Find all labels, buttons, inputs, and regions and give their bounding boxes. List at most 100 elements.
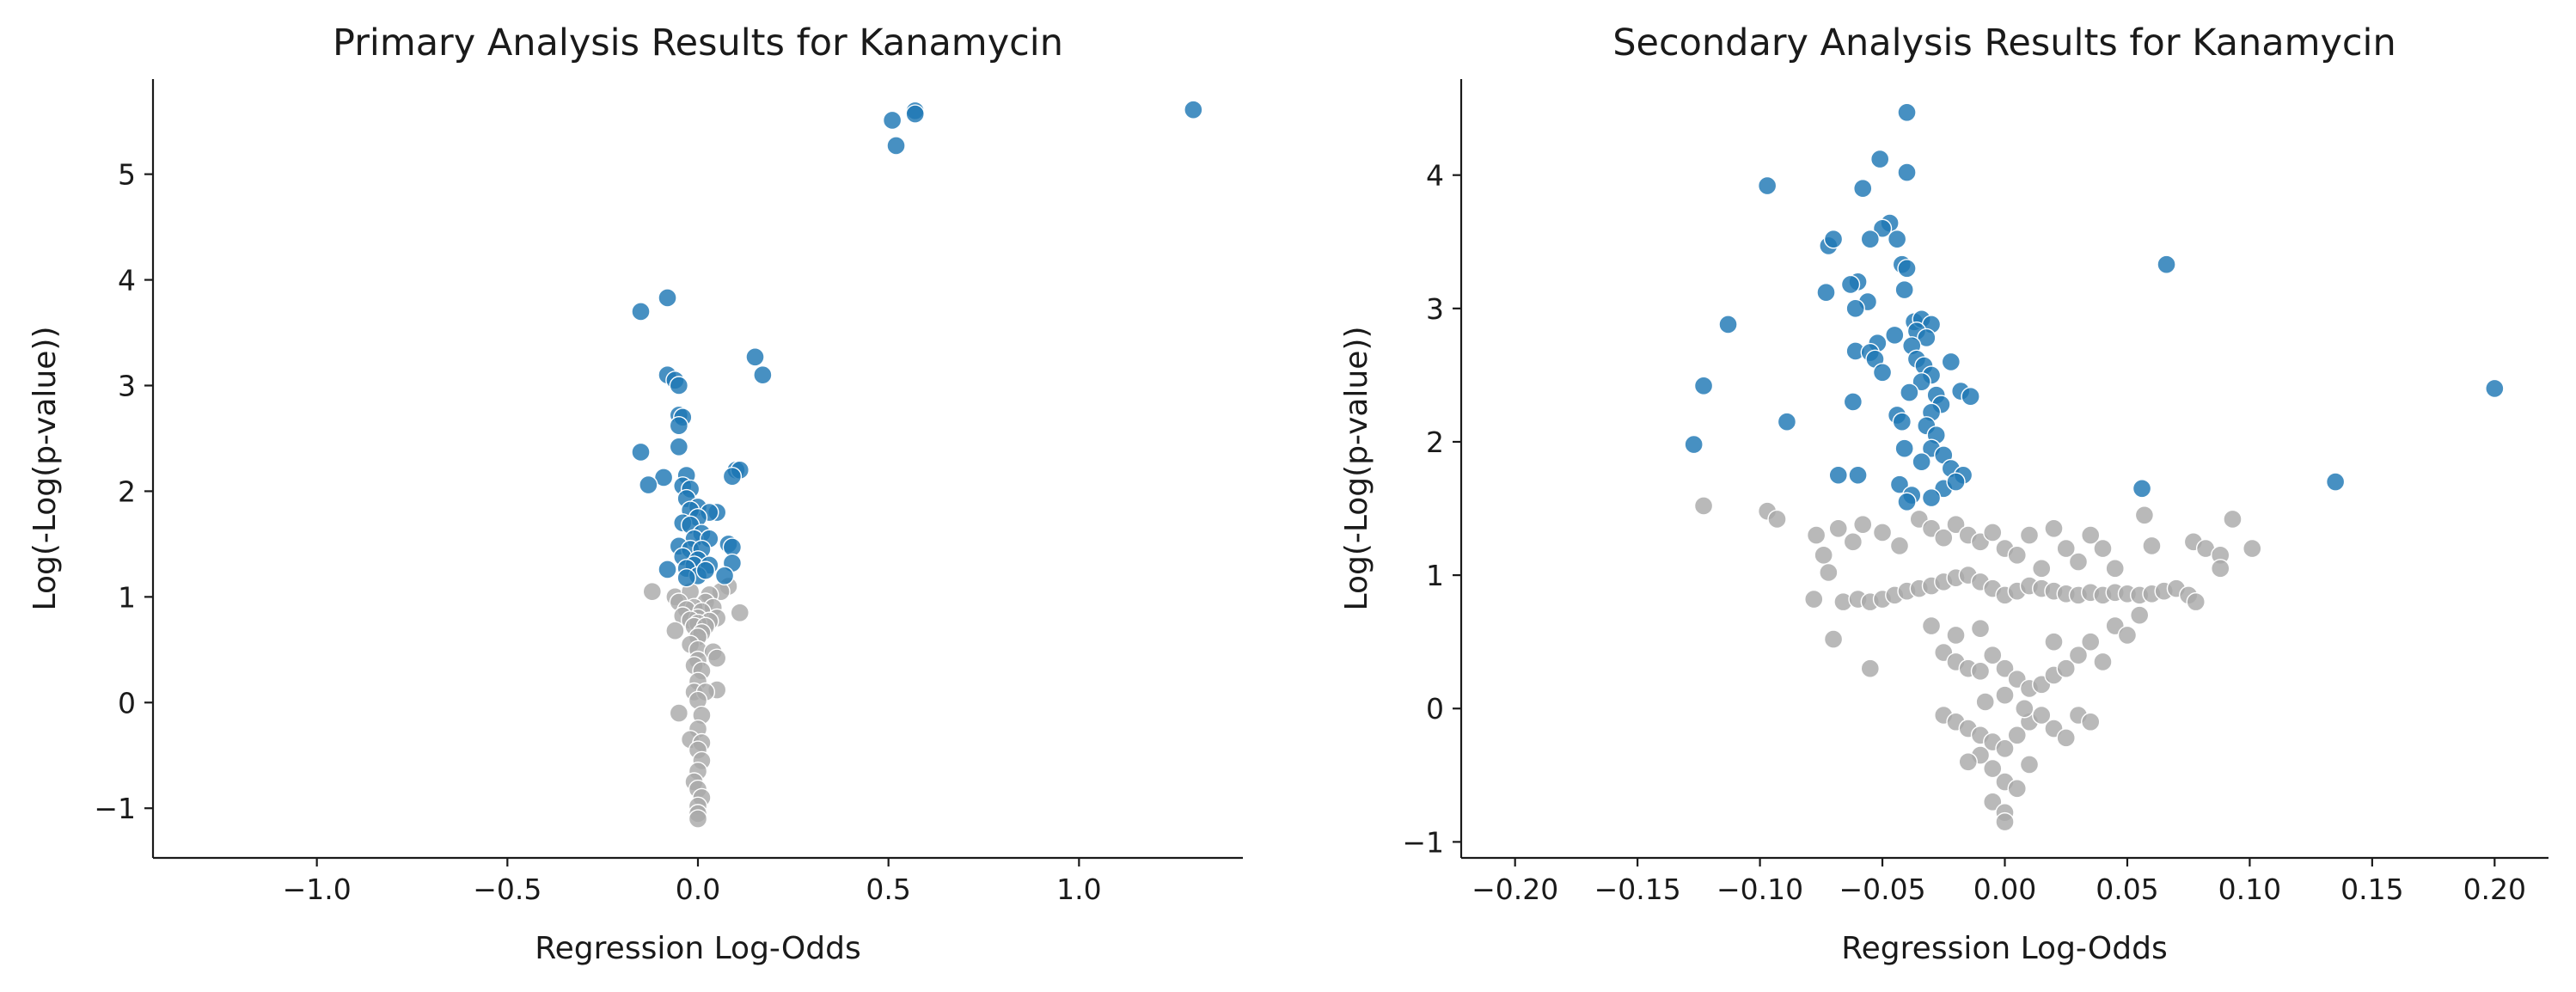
secondary-point-significant (1885, 325, 1905, 346)
secondary-point-significant (1900, 383, 1919, 402)
secondary-point-significant (1828, 465, 1848, 485)
primary-y-tick-label: 4 (118, 264, 136, 297)
secondary-point-not-significant (2134, 505, 2155, 525)
secondary-point-not-significant (1819, 562, 1839, 583)
primary-point-significant (669, 437, 689, 456)
secondary-point-not-significant (2056, 658, 2076, 678)
secondary-point-not-significant (1828, 518, 1848, 539)
secondary-point-not-significant (2032, 705, 2052, 726)
secondary-point-not-significant (2186, 591, 2206, 612)
primary-y-ticks: −1 0 1 2 3 4 5 (94, 158, 153, 825)
secondary-point-not-significant (1889, 536, 1910, 556)
secondary-point-significant (1887, 229, 1907, 249)
secondary-point-significant (1845, 298, 1865, 319)
primary-point-significant (745, 347, 765, 367)
secondary-point-significant (1816, 283, 1836, 303)
secondary-x-axis-label: Regression Log-Odds (1841, 931, 2167, 966)
secondary-y-tick-label: 0 (1426, 692, 1444, 726)
secondary-point-not-significant (2243, 538, 2262, 559)
primary-point-significant (905, 104, 925, 124)
secondary-point-not-significant (2068, 552, 2089, 572)
primary-point-significant (1184, 100, 1203, 119)
secondary-point-significant (1946, 472, 1966, 492)
secondary-x-tick-label: 0.05 (2096, 873, 2158, 906)
primary-point-not-significant (669, 703, 689, 723)
secondary-point-not-significant (1934, 528, 1954, 548)
secondary-point-not-significant (1804, 589, 1824, 609)
secondary-point-significant (2485, 378, 2505, 399)
secondary-point-not-significant (1860, 658, 1880, 678)
secondary-point-not-significant (1983, 645, 2003, 665)
secondary-point-significant (1912, 452, 1931, 472)
secondary-point-not-significant (2056, 538, 2076, 559)
secondary-point-significant (1892, 412, 1912, 432)
secondary-point-not-significant (1983, 523, 2003, 542)
secondary-point-not-significant (2007, 545, 2027, 566)
primary-y-tick-label: 5 (118, 158, 136, 192)
primary-data-points (631, 100, 1203, 829)
secondary-point-not-significant (1975, 692, 1995, 712)
secondary-point-not-significant (2130, 605, 2150, 625)
secondary-point-significant (1872, 218, 1893, 238)
secondary-y-tick-label: 3 (1426, 292, 1444, 326)
primary-point-significant (658, 288, 677, 308)
secondary-point-not-significant (1693, 496, 1714, 516)
primary-y-tick-label: 3 (118, 369, 136, 402)
primary-x-tick-label: −0.5 (473, 873, 542, 906)
secondary-y-tick-label: −1 (1402, 825, 1444, 859)
primary-y-tick-label: 0 (118, 686, 136, 720)
secondary-point-significant (1853, 179, 1873, 199)
secondary-point-not-significant (2142, 536, 2162, 556)
secondary-point-significant (1921, 487, 1942, 508)
secondary-point-not-significant (1995, 685, 2015, 705)
secondary-point-significant (2325, 472, 2346, 492)
secondary-point-not-significant (2044, 518, 2064, 539)
primary-point-significant (722, 467, 743, 487)
secondary-y-axis-label: Log(-Log(p-value)) (1339, 327, 1374, 611)
secondary-point-not-significant (1814, 545, 1833, 566)
primary-x-tick-label: 0.0 (676, 873, 720, 906)
primary-point-not-significant (642, 582, 662, 602)
primary-y-tick-label: 1 (118, 580, 136, 614)
primary-y-tick-label: −1 (94, 792, 136, 825)
secondary-point-not-significant (1983, 758, 2003, 779)
secondary-point-not-significant (2015, 699, 2034, 719)
primary-point-not-significant (665, 621, 685, 640)
secondary-point-significant (2157, 254, 2176, 274)
secondary-point-not-significant (1843, 532, 1863, 552)
secondary-point-significant (1961, 387, 1980, 407)
secondary-y-tick-label: 4 (1426, 159, 1444, 193)
primary-y-tick-label: 2 (118, 475, 136, 508)
secondary-point-significant (1693, 376, 1714, 396)
secondary-y-tick-label: 1 (1426, 559, 1444, 592)
secondary-point-significant (1718, 315, 1738, 334)
secondary-point-significant (1917, 328, 1937, 348)
secondary-x-tick-label: 0.15 (2340, 873, 2403, 906)
primary-x-tick-label: 1.0 (1056, 873, 1101, 906)
secondary-point-significant (1897, 102, 1917, 122)
secondary-data-points (1684, 102, 2505, 832)
secondary-point-not-significant (2223, 509, 2243, 530)
secondary-point-not-significant (2019, 755, 2040, 775)
secondary-point-significant (1889, 475, 1910, 494)
primary-point-significant (753, 365, 773, 385)
secondary-x-tick-label: −0.10 (1716, 873, 1803, 906)
primary-point-significant (669, 416, 689, 436)
secondary-point-not-significant (1767, 509, 1787, 530)
secondary-point-not-significant (1872, 523, 1893, 542)
secondary-point-not-significant (1995, 738, 2015, 758)
secondary-y-tick-label: 2 (1426, 426, 1444, 459)
secondary-point-not-significant (1806, 525, 1826, 545)
secondary-point-not-significant (1946, 514, 1966, 535)
secondary-point-significant (2132, 479, 2152, 499)
secondary-point-significant (1777, 412, 1797, 432)
secondary-point-significant (1897, 259, 1917, 279)
secondary-point-significant (1941, 352, 1961, 372)
secondary-point-not-significant (2081, 632, 2101, 652)
secondary-point-not-significant (2056, 728, 2076, 748)
primary-point-significant (658, 560, 677, 579)
secondary-point-not-significant (2007, 726, 2027, 745)
secondary-point-significant (1872, 363, 1893, 383)
primary-x-ticks: −1.0 −0.5 0.0 0.5 1.0 (283, 858, 1102, 906)
